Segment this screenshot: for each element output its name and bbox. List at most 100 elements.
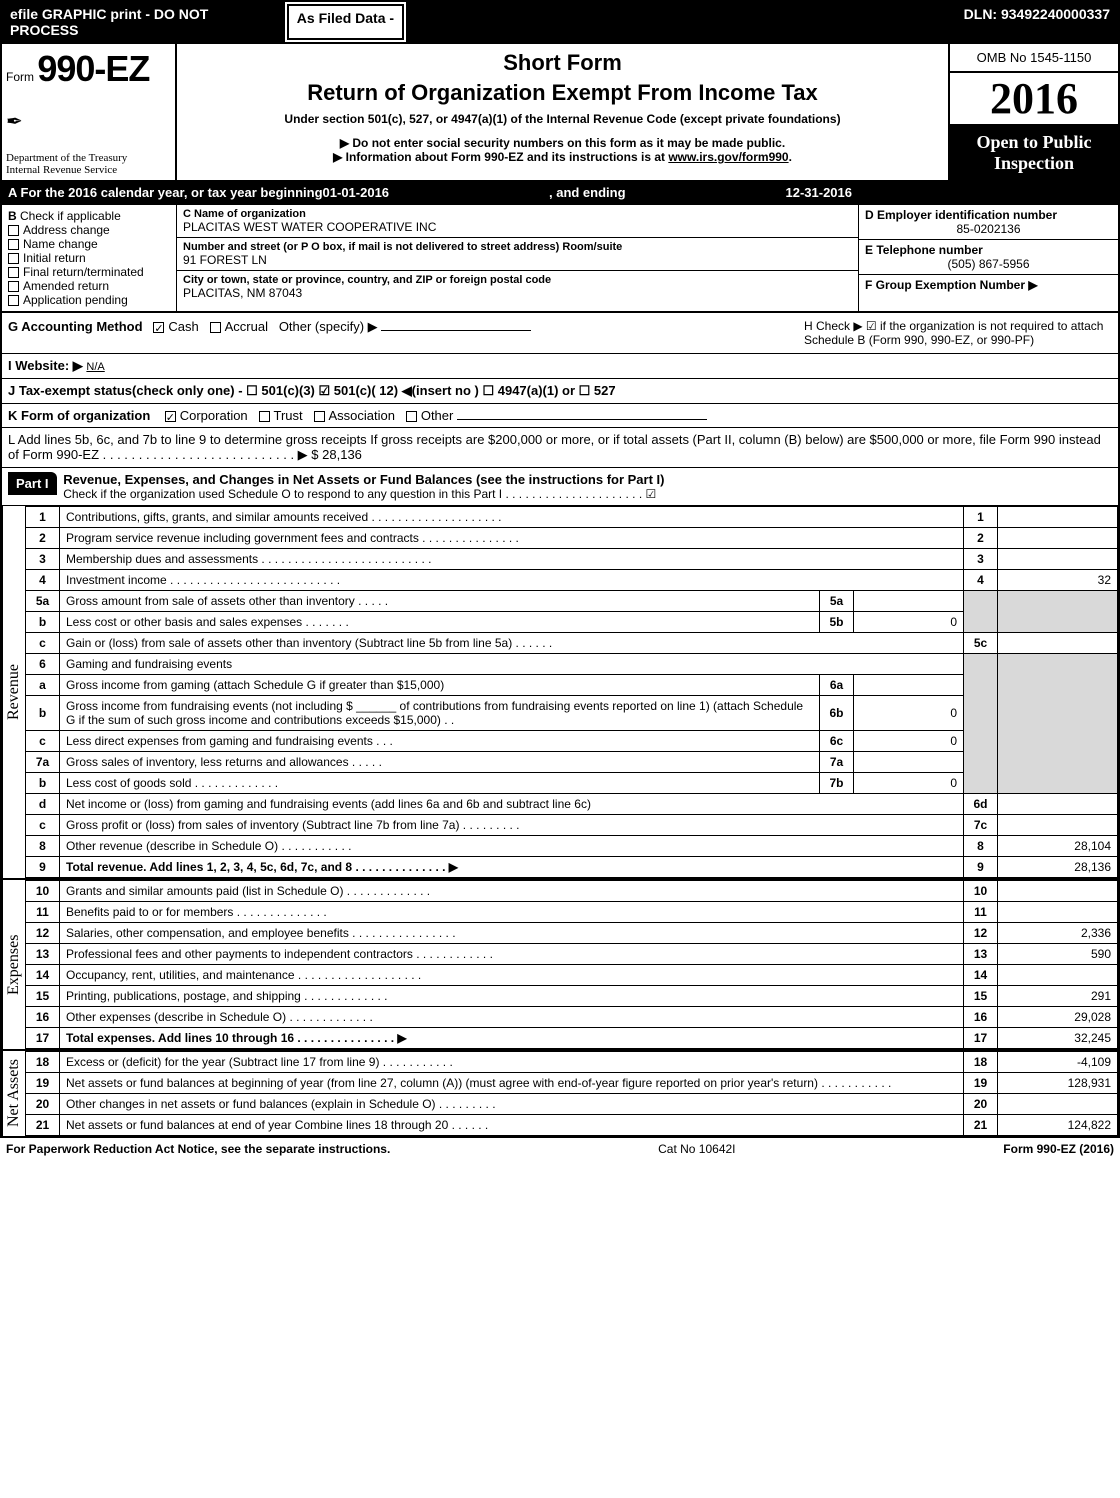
e-phone-value: (505) 867-5956 (865, 257, 1112, 271)
section-bcdef: B Check if applicable Address change Nam… (2, 205, 1118, 313)
line-16: 16Other expenses (describe in Schedule O… (26, 1007, 1118, 1028)
irs-eagle-icon: ✒ (6, 109, 171, 134)
c-addr-block: Number and street (or P O box, if mail i… (177, 238, 858, 271)
b-check-label: Check if applicable (20, 209, 121, 223)
dln-number: DLN: 93492240000337 (956, 2, 1118, 42)
expenses-table: 10Grants and similar amounts paid (list … (25, 880, 1118, 1049)
line-14: 14Occupancy, rent, utilities, and mainte… (26, 965, 1118, 986)
chk-application-pending[interactable] (8, 295, 19, 306)
irs-link[interactable]: www.irs.gov/form990 (668, 150, 788, 164)
line-19: 19Net assets or fund balances at beginni… (26, 1073, 1118, 1094)
line-9: 9Total revenue. Add lines 1, 2, 3, 4, 5c… (26, 857, 1118, 878)
col-c-org-info: C Name of organization PLACITAS WEST WAT… (177, 205, 858, 311)
dept-treasury: Department of the Treasury (6, 152, 171, 164)
other-method-line (381, 330, 531, 331)
info-line: ▶ Information about Form 990-EZ and its … (187, 150, 938, 164)
j-text: J Tax-exempt status(check only one) - ☐ … (8, 383, 616, 398)
lbl-amended-return: Amended return (23, 279, 109, 293)
chk-initial-return[interactable] (8, 253, 19, 264)
revenue-lines: 1Contributions, gifts, grants, and simil… (25, 506, 1118, 878)
chk-corporation[interactable] (165, 411, 176, 422)
header-right: OMB No 1545-1150 2016 Open to Public Ins… (948, 44, 1118, 180)
lbl-other-org: Other (421, 408, 454, 423)
open-line1: Open to Public (954, 132, 1114, 153)
e-phone-label: E Telephone number (865, 243, 1112, 257)
chk-accrual[interactable] (210, 322, 221, 333)
lbl-trust: Trust (274, 408, 303, 423)
line-6c: cLess direct expenses from gaming and fu… (26, 731, 1118, 752)
line-17: 17Total expenses. Add lines 10 through 1… (26, 1028, 1118, 1049)
line-6b: bGross income from fundraising events (n… (26, 696, 1118, 731)
lbl-corporation: Corporation (180, 408, 248, 423)
line-7b: bLess cost of goods sold . . . . . . . .… (26, 773, 1118, 794)
row-k-form-org: K Form of organization Corporation Trust… (2, 404, 1118, 428)
d-ein-block: D Employer identification number 85-0202… (859, 205, 1118, 240)
line-12: 12Salaries, other compensation, and empl… (26, 923, 1118, 944)
footer-left: For Paperwork Reduction Act Notice, see … (6, 1142, 390, 1156)
expenses-lines: 10Grants and similar amounts paid (list … (25, 880, 1118, 1049)
form-header: Form 990-EZ ✒ Department of the Treasury… (2, 44, 1118, 182)
lbl-address-change: Address change (23, 223, 110, 237)
info-suffix: . (789, 150, 792, 164)
chk-trust[interactable] (259, 411, 270, 422)
chk-cash[interactable] (153, 322, 164, 333)
footer-mid: Cat No 10642I (658, 1142, 735, 1156)
line-18: 18Excess or (deficit) for the year (Subt… (26, 1052, 1118, 1073)
open-line2: Inspection (954, 153, 1114, 174)
col-def: D Employer identification number 85-0202… (858, 205, 1118, 311)
row-a-begin: 01-01-2016 (323, 185, 390, 200)
chk-address-change[interactable] (8, 225, 19, 236)
c-city-label: City or town, state or province, country… (183, 274, 852, 286)
netassets-vlabel: Net Assets (2, 1051, 25, 1136)
row-gh: G Accounting Method Cash Accrual Other (… (2, 313, 1118, 354)
line-2: 2Program service revenue including gover… (26, 528, 1118, 549)
c-name-block: C Name of organization PLACITAS WEST WAT… (177, 205, 858, 238)
row-a-tax-year: A For the 2016 calendar year, or tax yea… (2, 182, 1118, 205)
efile-notice: efile GRAPHIC print - DO NOT PROCESS (2, 2, 285, 42)
line-3: 3Membership dues and assessments . . . .… (26, 549, 1118, 570)
c-city-value: PLACITAS, NM 87043 (183, 286, 852, 300)
info-prefix: ▶ Information about Form 990-EZ and its … (333, 150, 668, 164)
form-prefix: Form (6, 70, 34, 84)
line-15: 15Printing, publications, postage, and s… (26, 986, 1118, 1007)
chk-other-org[interactable] (406, 411, 417, 422)
under-section: Under section 501(c), 527, or 4947(a)(1)… (187, 112, 938, 126)
chk-name-change[interactable] (8, 239, 19, 250)
i-label: I Website: ▶ (8, 358, 83, 373)
part1-header-row: Part I Revenue, Expenses, and Changes in… (2, 468, 1118, 506)
c-addr-label: Number and street (or P O box, if mail i… (183, 241, 852, 253)
line-8: 8Other revenue (describe in Schedule O) … (26, 836, 1118, 857)
line-13: 13Professional fees and other payments t… (26, 944, 1118, 965)
other-org-line (457, 419, 707, 420)
form-number: 990-EZ (37, 48, 149, 89)
l-amount: 28,136 (322, 447, 362, 462)
return-title: Return of Organization Exempt From Incom… (187, 80, 938, 106)
line-4: 4Investment income . . . . . . . . . . .… (26, 570, 1118, 591)
line-7c: cGross profit or (loss) from sales of in… (26, 815, 1118, 836)
line-5c: cGain or (loss) from sale of assets othe… (26, 633, 1118, 654)
f-group-label: F Group Exemption Number ▶ (865, 278, 1038, 292)
chk-association[interactable] (314, 411, 325, 422)
line-11: 11Benefits paid to or for members . . . … (26, 902, 1118, 923)
netassets-lines: 18Excess or (deficit) for the year (Subt… (25, 1051, 1118, 1136)
revenue-section: Revenue 1Contributions, gifts, grants, a… (2, 506, 1118, 880)
lbl-association: Association (329, 408, 395, 423)
chk-amended-return[interactable] (8, 281, 19, 292)
chk-final-return[interactable] (8, 267, 19, 278)
f-group-block: F Group Exemption Number ▶ (859, 275, 1118, 295)
line-6a: aGross income from gaming (attach Schedu… (26, 675, 1118, 696)
row-i-website: I Website: ▶ N/A (2, 354, 1118, 379)
part1-title-block: Revenue, Expenses, and Changes in Net As… (63, 472, 1112, 501)
lbl-name-change: Name change (23, 237, 98, 251)
row-j-tax-exempt: J Tax-exempt status(check only one) - ☐ … (2, 379, 1118, 404)
revenue-vlabel: Revenue (2, 506, 25, 878)
lbl-application-pending: Application pending (23, 293, 128, 307)
line-6d: dNet income or (loss) from gaming and fu… (26, 794, 1118, 815)
netassets-table: 18Excess or (deficit) for the year (Subt… (25, 1051, 1118, 1136)
expenses-vlabel: Expenses (2, 880, 25, 1049)
part1-label: Part I (8, 472, 57, 495)
g-label: G Accounting Method (8, 319, 143, 334)
c-addr-value: 91 FOREST LN (183, 253, 852, 267)
h-schedule-b: H Check ▶ ☑ if the organization is not r… (798, 313, 1118, 353)
ssn-warning: ▶ Do not enter social security numbers o… (187, 136, 938, 150)
